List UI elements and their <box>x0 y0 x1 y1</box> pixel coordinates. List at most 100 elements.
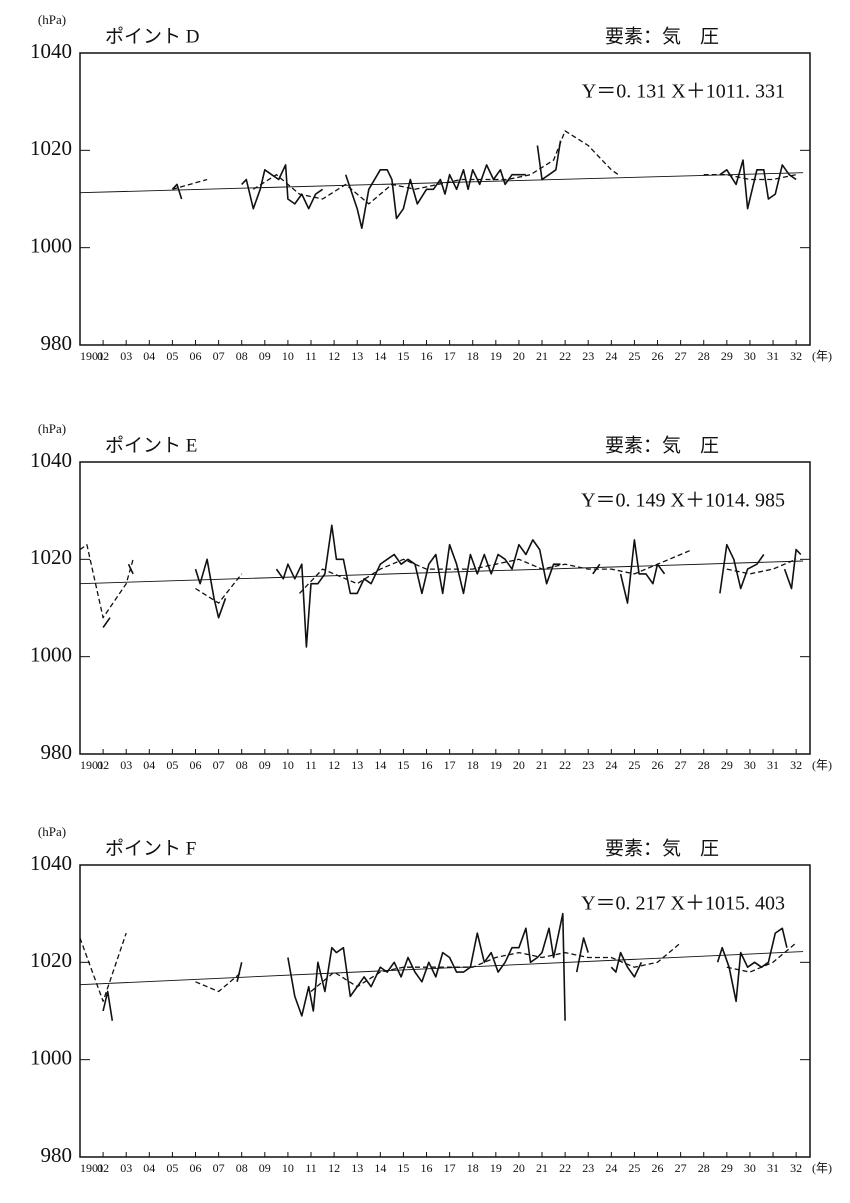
x-tick-label: 21 <box>536 758 548 772</box>
x-tick-label: 32 <box>790 758 802 772</box>
x-tick-label: 11 <box>305 758 317 772</box>
series-line <box>102 912 788 1021</box>
x-tick-label: 17 <box>444 1161 456 1175</box>
y-tick-label: 1020 <box>30 948 72 972</box>
chart-subtitle: 要素：気 圧 <box>605 25 719 47</box>
series-line <box>79 932 797 1002</box>
plot-frame <box>79 864 811 1158</box>
y-axis-unit: (hPa) <box>38 12 66 27</box>
x-tick-label: 19 <box>490 1161 502 1175</box>
x-tick-label: 04 <box>143 349 155 363</box>
x-tick-label: 26 <box>652 349 664 363</box>
x-tick-label: 05 <box>166 758 178 772</box>
x-tick-label: 1901 <box>80 758 104 772</box>
x-tick-label: 26 <box>652 1161 664 1175</box>
x-tick-label: 19 <box>490 349 502 363</box>
y-tick-label: 1040 <box>30 39 72 63</box>
x-tick-label: 07 <box>213 1161 225 1175</box>
y-tick-label: 980 <box>41 331 73 355</box>
x-tick-label: 06 <box>190 758 202 772</box>
x-tick-label: 02 <box>97 1161 109 1175</box>
equation: Y＝0. 217 X＋1015. 403 <box>581 893 785 915</box>
chart-title: ポイント F <box>105 837 196 859</box>
x-tick-label: 12 <box>328 758 340 772</box>
x-tick-label: 20 <box>513 758 525 772</box>
x-tick-label: 02 <box>97 758 109 772</box>
x-tick-label: 18 <box>467 349 479 363</box>
x-tick-label: 16 <box>421 349 433 363</box>
x-tick-label: 20 <box>513 349 525 363</box>
x-tick-label: 1901 <box>80 1161 104 1175</box>
x-tick-label: 12 <box>328 349 340 363</box>
x-tick-label: 08 <box>236 1161 248 1175</box>
plot-frame <box>79 461 811 755</box>
x-tick-label: 29 <box>721 758 733 772</box>
x-tick-label: 17 <box>444 349 456 363</box>
y-tick-label: 1040 <box>30 448 72 472</box>
x-tick-label: 12 <box>328 1161 340 1175</box>
x-tick-label: 07 <box>213 758 225 772</box>
y-tick-label: 1000 <box>30 1045 72 1069</box>
y-tick-label: 1040 <box>30 851 72 875</box>
x-tick-label: 28 <box>698 1161 710 1175</box>
x-tick-label: 21 <box>536 1161 548 1175</box>
x-tick-label: 31 <box>767 758 779 772</box>
x-tick-label: 29 <box>721 1161 733 1175</box>
x-tick-label: 11 <box>305 349 317 363</box>
y-tick-label: 980 <box>41 1143 73 1167</box>
x-tick-label: 14 <box>374 758 386 772</box>
series-line <box>171 140 797 229</box>
y-tick-label: 980 <box>41 740 73 764</box>
x-tick-label: 27 <box>675 758 687 772</box>
x-tick-label: 04 <box>143 758 155 772</box>
x-tick-label: 23 <box>582 1161 594 1175</box>
x-tick-label: 13 <box>351 758 363 772</box>
x-tick-label: 17 <box>444 758 456 772</box>
equation: Y＝0. 131 X＋1011. 331 <box>582 81 785 103</box>
y-tick-label: 1020 <box>30 545 72 569</box>
x-tick-label: 08 <box>236 758 248 772</box>
x-tick-label: 03 <box>120 349 132 363</box>
x-tick-label: 13 <box>351 349 363 363</box>
x-tick-label: 09 <box>259 758 271 772</box>
x-tick-label: 21 <box>536 349 548 363</box>
x-tick-label: 27 <box>675 349 687 363</box>
y-tick-label: 1000 <box>30 233 72 257</box>
y-tick-label: 1020 <box>30 136 72 160</box>
x-tick-label: 11 <box>305 1161 317 1175</box>
x-tick-label: 25 <box>628 349 640 363</box>
x-tick-label: 08 <box>236 349 248 363</box>
x-tick-label: 10 <box>282 758 294 772</box>
series-line <box>102 524 802 648</box>
x-tick-label: 30 <box>744 1161 756 1175</box>
x-tick-label: 15 <box>397 758 409 772</box>
x-tick-label: 10 <box>282 349 294 363</box>
x-tick-label: 20 <box>513 1161 525 1175</box>
x-tick-label: 24 <box>605 1161 617 1175</box>
x-tick-label: 24 <box>605 349 617 363</box>
x-tick-label: 22 <box>559 1161 571 1175</box>
x-tick-label: 32 <box>790 1161 802 1175</box>
y-axis-unit: (hPa) <box>38 824 66 839</box>
x-tick-label: 04 <box>143 1161 155 1175</box>
series-line <box>79 172 804 194</box>
chart-subtitle: 要素：気 圧 <box>605 434 719 456</box>
series-line <box>79 560 804 585</box>
x-axis-unit: (年) <box>812 758 832 772</box>
x-tick-label: 31 <box>767 1161 779 1175</box>
x-tick-label: 19 <box>490 758 502 772</box>
x-tick-label: 24 <box>605 758 617 772</box>
plot-frame <box>79 52 811 346</box>
x-tick-label: 30 <box>744 758 756 772</box>
x-tick-label: 23 <box>582 349 594 363</box>
x-tick-label: 28 <box>698 758 710 772</box>
x-tick-label: 1901 <box>80 349 104 363</box>
x-tick-label: 15 <box>397 1161 409 1175</box>
x-tick-label: 05 <box>166 1161 178 1175</box>
x-tick-label: 16 <box>421 1161 433 1175</box>
x-tick-label: 07 <box>213 349 225 363</box>
x-tick-label: 16 <box>421 758 433 772</box>
x-tick-label: 10 <box>282 1161 294 1175</box>
